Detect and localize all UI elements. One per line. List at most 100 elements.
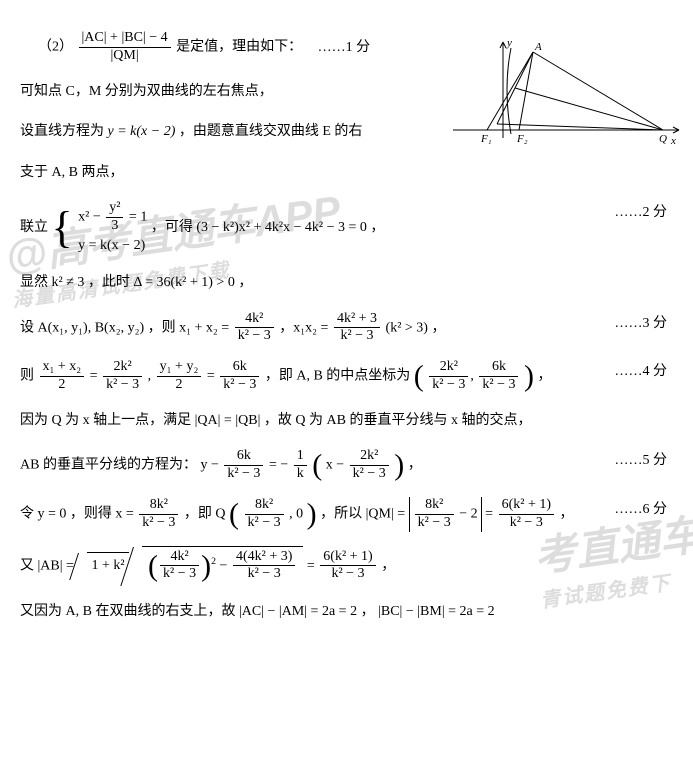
fraction-den: k² − 3 (139, 515, 178, 532)
fraction: 4k²k² − 3 (160, 549, 199, 584)
text: ，即 Q (184, 506, 226, 521)
text: 又 |AB| = (20, 558, 77, 573)
fraction: y₁ + y₂2 (157, 359, 202, 394)
fraction-num: 4k² (235, 311, 274, 329)
fraction: 6kk² − 3 (224, 448, 263, 483)
fraction: x₁ + x₂2 (40, 359, 85, 394)
fraction-num: 4(4k² + 3) (233, 549, 295, 567)
score: ……5 分 (615, 448, 668, 475)
fraction-den: k² − 3 (350, 466, 389, 483)
text: − (220, 558, 231, 573)
text: ， (381, 558, 395, 573)
text: , (148, 369, 155, 384)
fraction-den: k² − 3 (320, 566, 375, 583)
paren-icon: ( (312, 449, 322, 482)
equation: y = k(x − 2) (108, 124, 176, 139)
eq-row: y = k(x − 2) (78, 235, 147, 256)
fraction-num: 6k (479, 359, 518, 377)
fraction: 1k (294, 448, 307, 483)
line-4: 支于 A, B 两点， (20, 160, 673, 187)
fraction: 2k²k² − 3 (429, 359, 468, 394)
text: = (485, 506, 496, 521)
part-label: （2） (38, 40, 73, 55)
fraction-num: 8k² (245, 497, 284, 515)
line-13: 又因为 A, B 在双曲线的右支上，故 |AC| − |AM| = 2a = 2… (20, 599, 673, 626)
fraction-num: 4k² + 3 (334, 311, 380, 329)
fraction: 8k²k² − 3 (415, 497, 454, 532)
eq-part: x² − (78, 210, 104, 225)
fraction-den: k² − 3 (499, 515, 554, 532)
fraction: 6kk² − 3 (479, 359, 518, 394)
fraction-den: k² − 3 (429, 377, 468, 394)
system-equations: x² − y²3 = 1 y = k(x − 2) (78, 200, 147, 256)
line-9: 因为 Q 为 x 轴上一点，满足 |QA| = |QB| ，故 Q 为 AB 的… (20, 408, 673, 435)
fraction-den: k² − 3 (245, 515, 284, 532)
text: 设直线方程为 (20, 124, 108, 139)
fraction: 6(k² + 1)k² − 3 (320, 549, 375, 584)
fraction-den: k² − 3 (233, 566, 295, 583)
sqrt-expr: (4k²k² − 3)2 − 4(4k² + 3)k² − 3 (142, 546, 303, 586)
score: ……3 分 (615, 311, 668, 338)
fraction-num: 4k² (160, 549, 199, 567)
score: ……4 分 (615, 359, 668, 386)
text: 则 (20, 369, 38, 384)
fraction-num: 6(k² + 1) (499, 497, 554, 515)
text: , 0 (289, 506, 303, 521)
abs-expr: 8k²k² − 3 − 2 (409, 497, 482, 532)
line-7: 设 A(x₁, y₁), B(x₂, y₂) ，则 x₁ + x₂ = 4k²k… (20, 311, 673, 346)
text: ，可得 (3 − k²)x² + 4k²x − 4k² − 3 = 0 ， (151, 220, 385, 235)
expr-fraction: |AC| + |BC| − 4 |QM| (79, 30, 171, 65)
fraction-num: y² (106, 200, 123, 218)
line-11: 令 y = 0 ，则得 x = 8k²k² − 3 ，即 Q ( 8k²k² −… (20, 497, 673, 532)
text: 可知点 C，M 分别为双曲线的左右焦点， (20, 84, 273, 99)
fraction: 6(k² + 1)k² − 3 (499, 497, 554, 532)
eq-part: = 1 (125, 210, 147, 225)
sqrt-inner: 1 + k² (91, 558, 124, 573)
text: − 2 (459, 506, 477, 521)
fraction-num: 2k² (103, 359, 142, 377)
fraction-num: 1 (294, 448, 307, 466)
fraction-den: k² − 3 (103, 377, 142, 394)
fraction-den: k² − 3 (220, 377, 259, 394)
text: = (307, 558, 318, 573)
text: 令 y = 0 ，则得 x = (20, 506, 137, 521)
text: 是定值，理由如下： (176, 40, 302, 55)
fraction: 8k²k² − 3 (245, 497, 284, 532)
text: 因为 Q 为 x 轴上一点，满足 |QA| = |QB| ，故 Q 为 AB 的… (20, 413, 531, 428)
paren-icon: ( (148, 549, 158, 582)
fraction-num: 8k² (415, 497, 454, 515)
fraction-den: k² − 3 (160, 566, 199, 583)
text: = − (269, 458, 292, 473)
line-6: 显然 k² ≠ 3 ，此时 Δ = 36(k² + 1) > 0 ， (20, 270, 673, 297)
text: 又因为 A, B 在双曲线的右支上，故 |AC| − |AM| = 2a = 2… (20, 604, 495, 619)
paren-icon: ( (229, 497, 239, 530)
line-8: 则 x₁ + x₂2 = 2k²k² − 3 , y₁ + y₂2 = 6kk²… (20, 359, 673, 394)
text: ，即 A, B 的中点坐标为 (265, 369, 414, 384)
fraction-den: 2 (157, 377, 202, 394)
fraction-num: 6k (224, 448, 263, 466)
fraction-den: k² − 3 (415, 515, 454, 532)
text: = (207, 369, 218, 384)
fraction: 8k²k² − 3 (139, 497, 178, 532)
line-12: 又 |AB| = 1 + k² (4k²k² − 3)2 − 4(4k² + 3… (20, 546, 673, 586)
fraction-den: k² − 3 (479, 377, 518, 394)
line-2: 可知点 C，M 分别为双曲线的左右焦点， (20, 79, 450, 106)
line-5: 联立 { x² − y²3 = 1 y = k(x − 2) ，可得 (3 − … (20, 200, 673, 256)
fraction: 4k² + 3k² − 3 (334, 311, 380, 346)
text: ， (537, 369, 551, 384)
paren-icon: ) (307, 497, 317, 530)
text: = (90, 369, 101, 384)
text: ，所以 |QM| = (320, 506, 409, 521)
score: ……2 分 (615, 200, 668, 227)
fraction: 4(4k² + 3)k² − 3 (233, 549, 295, 584)
fraction-num: x₁ + x₂ (40, 359, 85, 377)
fraction-den: k (294, 466, 307, 483)
fraction-den: k² − 3 (224, 466, 263, 483)
text: 联立 (20, 220, 52, 235)
paren-icon: ) (201, 549, 211, 582)
fraction: 6kk² − 3 (220, 359, 259, 394)
fraction-den: k² − 3 (235, 328, 274, 345)
fraction-num: y₁ + y₂ (157, 359, 202, 377)
fraction-num: 8k² (139, 497, 178, 515)
paren-icon: ) (524, 359, 534, 392)
